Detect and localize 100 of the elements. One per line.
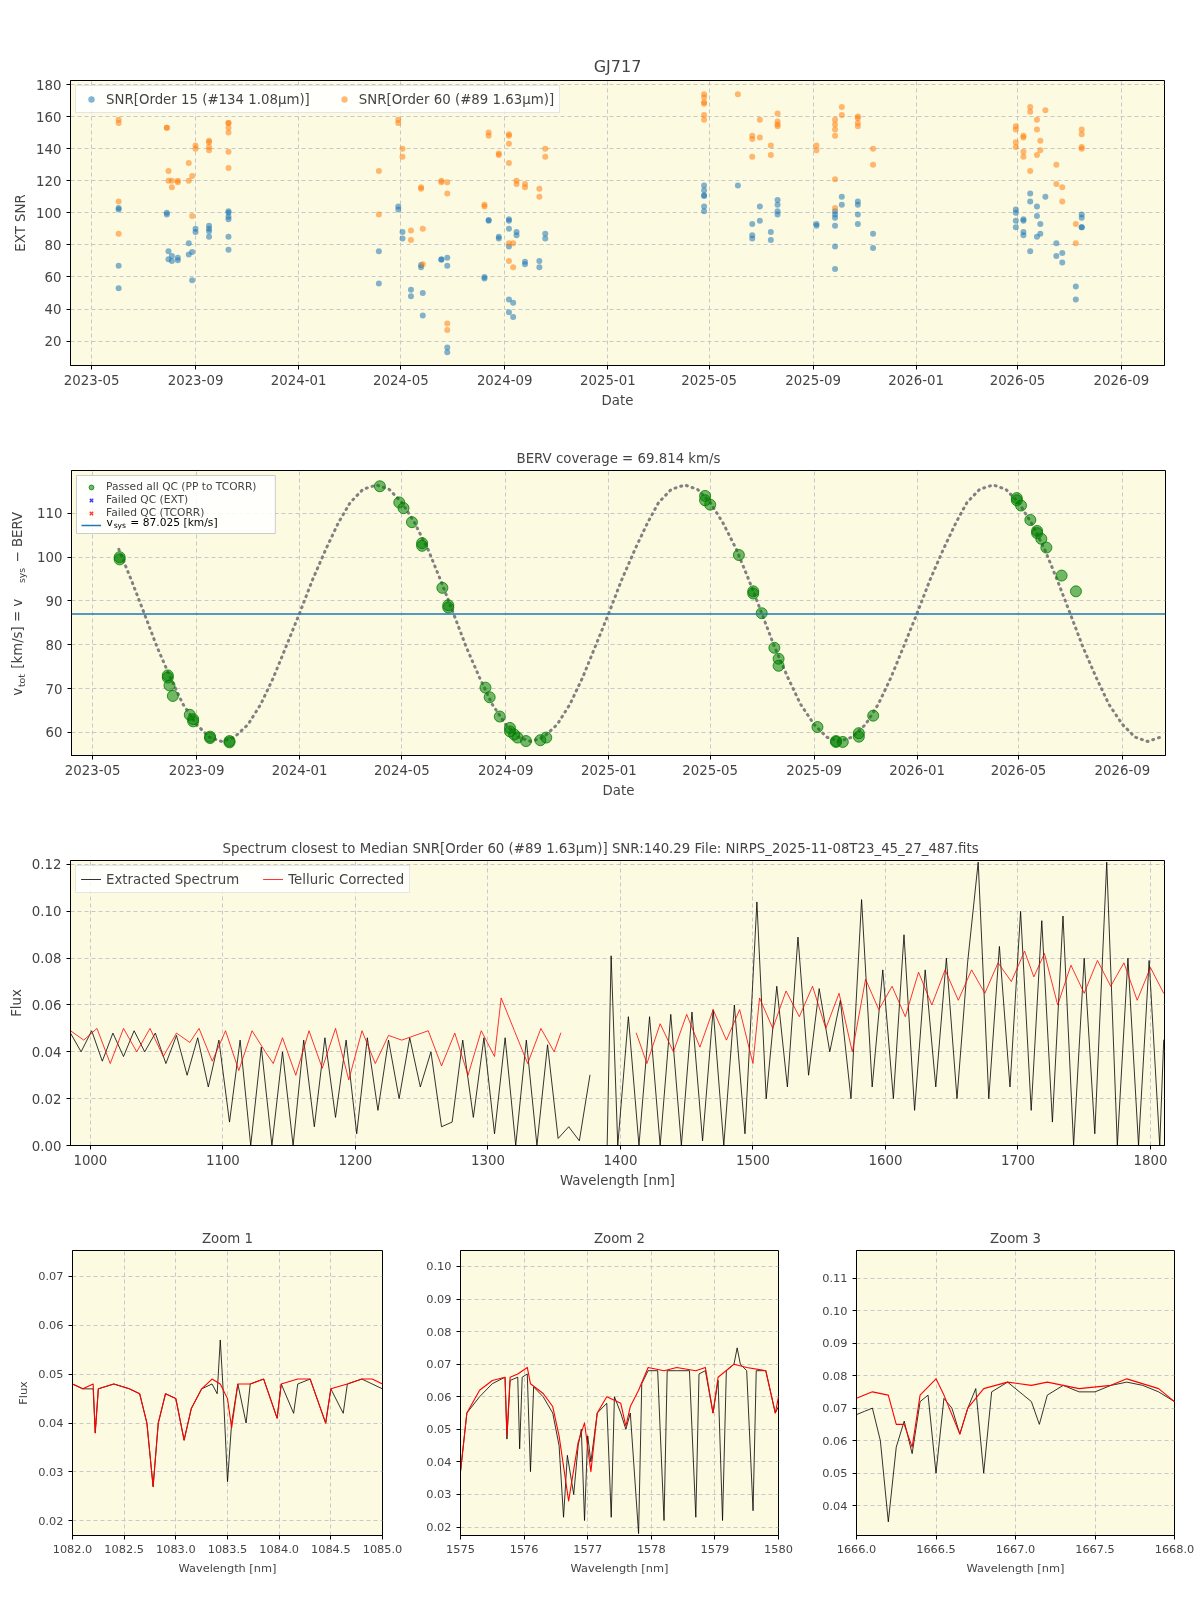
x-tick-label: 1082.0	[52, 1541, 93, 1556]
y-tick-label: 0.04	[31, 1044, 62, 1060]
x-tick-label: 2024-09	[476, 372, 533, 388]
x-tick-label: 2025-05	[681, 372, 738, 388]
x-tick-label: 1084.0	[259, 1541, 299, 1556]
x-tick-label: 1400	[603, 1152, 638, 1168]
y-tick-label: 0.06	[31, 997, 62, 1013]
x-tick-label: 1084.5	[311, 1541, 351, 1556]
y-tick-label: 60	[45, 725, 63, 741]
chart-title: Zoom 2	[593, 1230, 646, 1246]
x-tick-label: 2024-05	[372, 372, 429, 388]
y-tick-label: 0.05	[822, 1466, 848, 1481]
x-tick-label: 2024-01	[271, 762, 328, 778]
legend-label: Failed QC (EXT)	[106, 493, 189, 506]
x-tick-label: 2025-09	[785, 372, 841, 388]
x-tick-label: 1085.0	[362, 1541, 403, 1556]
x-tick-label: 1666.0	[836, 1541, 877, 1556]
x-tick-label: 2024-09	[477, 762, 534, 778]
y-tick-label: 0.03	[38, 1464, 64, 1479]
x-tick-label: 1576	[509, 1541, 539, 1556]
legend-label: Telluric Corrected	[288, 871, 405, 887]
x-tick-label: 2023-05	[64, 762, 121, 778]
legend-label: Extracted Spectrum	[106, 871, 240, 887]
x-tick-label: 2026-01	[889, 762, 945, 778]
y-tick-label: 140	[36, 141, 62, 157]
x-tick-label: 1082.5	[104, 1541, 144, 1556]
x-tick-label: 2025-05	[682, 762, 739, 778]
x-tick-label: 1800	[1133, 1152, 1168, 1168]
y-tick-label: 0.10	[31, 904, 62, 920]
y-tick-label: 0.08	[822, 1368, 848, 1383]
x-tick-label: 1578	[636, 1541, 666, 1556]
y-tick-label: 0.06	[426, 1389, 452, 1404]
x-tick-label: 2023-09	[167, 372, 224, 388]
chart-title: GJ717	[593, 56, 642, 76]
x-tick-label: 1083.0	[156, 1541, 196, 1556]
y-tick-label: 100	[37, 550, 63, 566]
y-tick-label: 0.07	[426, 1357, 452, 1372]
x-tick-label: 2026-01	[888, 372, 944, 388]
y-tick-label: 0.03	[426, 1487, 452, 1502]
x-tick-label: 2026-05	[990, 762, 1047, 778]
x-tick-label: 2025-09	[786, 762, 842, 778]
x-axis-title: Wavelength [nm]	[178, 1560, 277, 1575]
x-tick-label: 2026-09	[1094, 762, 1151, 778]
x-tick-label: 1083.5	[207, 1541, 248, 1556]
legend-label: SNR[Order 15 (#134 1.08μm)]	[106, 91, 310, 107]
legend-label: Failed QC (TCORR)	[106, 506, 205, 519]
x-axis-title: Wavelength [nm]	[570, 1560, 669, 1575]
y-tick-label: 0.06	[822, 1433, 848, 1448]
x-tick-label: 2024-01	[270, 372, 327, 388]
y-tick-label: 0.08	[426, 1324, 452, 1339]
x-tick-label: 1577	[573, 1541, 603, 1556]
y-tick-label: 0.02	[38, 1513, 64, 1528]
y-tick-label: 20	[44, 334, 62, 350]
y-tick-label: 80	[44, 237, 62, 253]
y-tick-label: 60	[44, 269, 62, 285]
y-axis-title: EXT SNR	[13, 194, 29, 252]
chart-title: Zoom 1	[201, 1230, 254, 1246]
y-tick-label: 0.04	[426, 1454, 452, 1469]
x-tick-label: 2026-09	[1093, 372, 1150, 388]
y-tick-label: 80	[45, 637, 63, 653]
y-axis-title: vtot [km/s] = vsys − BERV	[10, 511, 27, 696]
x-tick-label: 1300	[470, 1152, 505, 1168]
chart-title: Spectrum closest to Median SNR[Order 60 (#89 1.63μm)] SNR:140.29 File: NIRPS_2025-11-08T23_45_27_487.fits	[222, 840, 979, 856]
x-tick-label: 1579	[700, 1541, 730, 1556]
x-tick-label: 1666.5	[916, 1541, 956, 1556]
y-tick-label: 0.07	[38, 1269, 64, 1284]
y-tick-label: 90	[45, 593, 63, 609]
y-tick-label: 0.09	[426, 1292, 452, 1307]
x-tick-label: 1600	[868, 1152, 903, 1168]
y-tick-label: 0.05	[426, 1422, 452, 1437]
y-tick-label: 0.02	[31, 1091, 62, 1107]
x-axis-title: Date	[602, 782, 635, 798]
y-tick-label: 110	[37, 506, 63, 522]
x-axis-title: Date	[601, 392, 634, 408]
y-tick-label: 40	[44, 302, 62, 318]
x-tick-label: 1667.5	[1075, 1541, 1115, 1556]
y-axis-title: Flux	[16, 1380, 31, 1405]
y-tick-label: 0.10	[822, 1303, 848, 1318]
x-tick-label: 2024-05	[373, 762, 430, 778]
x-tick-label: 1000	[73, 1152, 108, 1168]
y-tick-label: 0.08	[31, 951, 62, 967]
x-tick-label: 1668.0	[1154, 1541, 1195, 1556]
x-tick-label: 1100	[205, 1152, 240, 1168]
y-tick-label: 0.12	[31, 857, 62, 873]
x-tick-label: 1575	[446, 1541, 475, 1556]
chart-title: BERV coverage = 69.814 km/s	[516, 450, 721, 466]
y-tick-label: 0.02	[426, 1520, 452, 1535]
y-tick-label: 0.04	[822, 1498, 848, 1513]
x-tick-label: 1200	[338, 1152, 373, 1168]
x-tick-label: 1667.0	[995, 1541, 1036, 1556]
y-tick-label: 0.05	[38, 1367, 64, 1382]
y-tick-label: 180	[36, 77, 62, 93]
y-tick-label: 120	[36, 173, 62, 189]
chart-title: Zoom 3	[989, 1230, 1042, 1246]
x-tick-label: 2026-05	[989, 372, 1046, 388]
legend-label: SNR[Order 60 (#89 1.63μm)]	[358, 91, 555, 107]
x-axis-title: Wavelength [nm]	[559, 1172, 676, 1188]
y-tick-label: 0.04	[38, 1416, 64, 1431]
y-tick-label: 160	[36, 109, 62, 125]
x-tick-label: 1700	[1000, 1152, 1035, 1168]
